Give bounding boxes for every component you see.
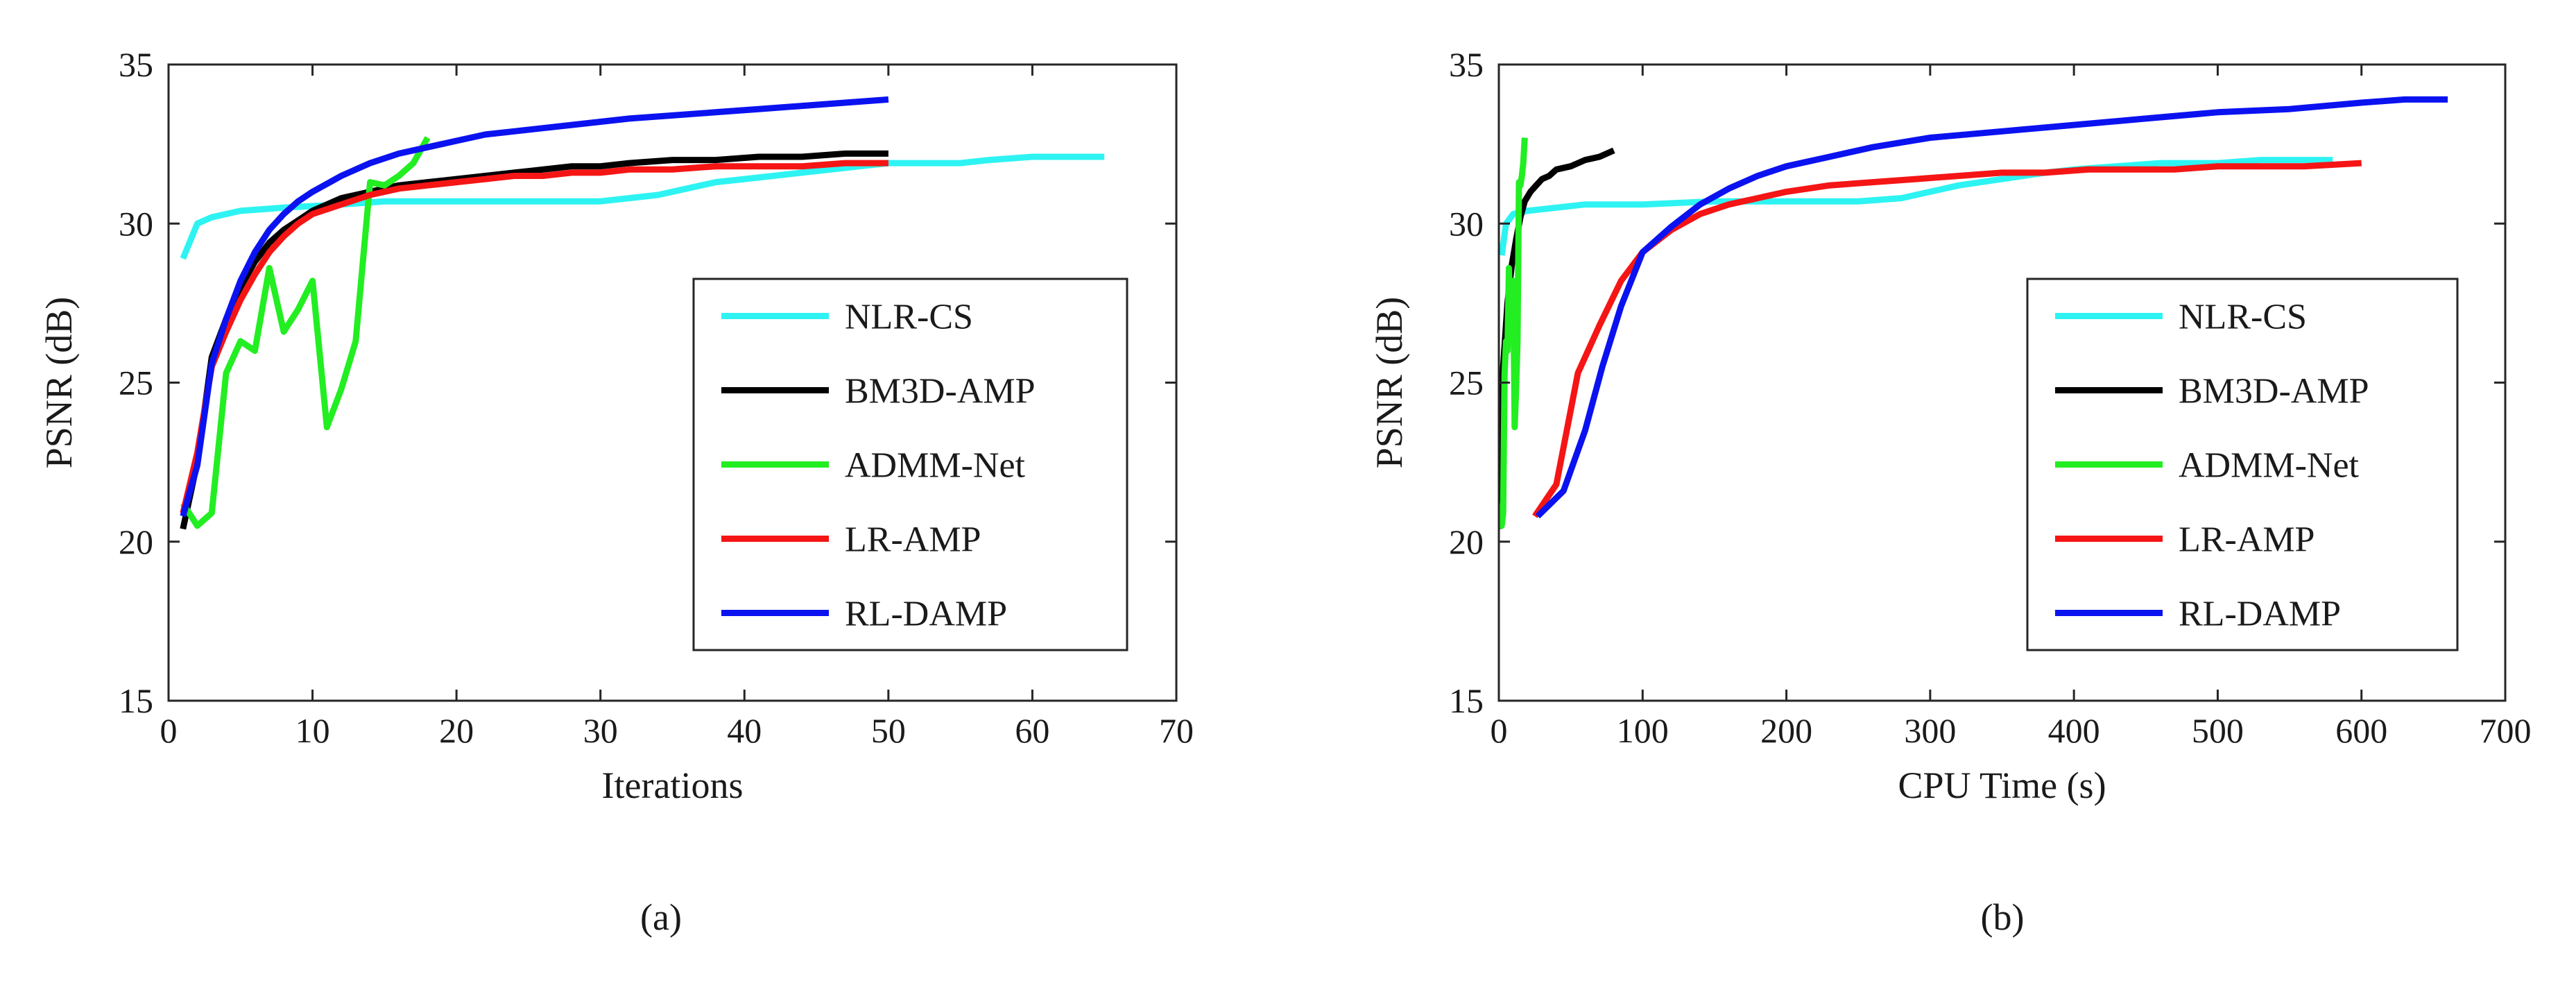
chart-a-legend-label-rl-damp: RL-DAMP	[845, 595, 1007, 634]
chart-a-legend-label-admm-net: ADMM-Net	[845, 446, 1026, 486]
chart-b-x-tick-label: 300	[1904, 711, 1956, 750]
chart-b-y-tick-label: 35	[1449, 45, 1484, 84]
chart-a-series-rl-damp	[180, 96, 889, 518]
chart-b-y-tick-label: 25	[1449, 364, 1484, 402]
chart-b-legend-label-lr-amp: LR-AMP	[2179, 520, 2315, 560]
chart-b-caption: (b)	[1981, 896, 2025, 938]
chart-b-y-tick-label: 30	[1449, 204, 1484, 243]
chart-b-x-tick-label: 200	[1760, 711, 1812, 750]
chart-a-y-tick-label: 35	[119, 45, 153, 84]
chart-b-legend-label-admm-net: ADMM-Net	[2179, 446, 2360, 486]
chart-a-x-tick-label: 30	[583, 711, 618, 750]
chart-b-x-tick-label: 600	[2335, 711, 2387, 750]
chart-a-x-axis-label: Iterations	[602, 765, 744, 806]
chart-b-series-admm-net	[1499, 137, 1528, 529]
chart-a-y-tick-label: 20	[119, 522, 153, 561]
chart-b-series-group	[1499, 96, 2448, 529]
chart-b-x-tick-label: 500	[2192, 711, 2244, 750]
chart-b-series-rl-damp	[1535, 96, 2448, 519]
chart-b: 0 100 200 300 400 500 600 700 15 20 25 30 35 CPU Tim…	[1368, 45, 2532, 938]
chart-a-x-tick-label: 70	[1159, 711, 1194, 750]
chart-a-legend-label-nlr-cs: NLR-CS	[845, 298, 973, 337]
chart-a-x-tick-label: 60	[1015, 711, 1049, 750]
chart-a-legend-label-bm3d-amp: BM3D-AMP	[845, 372, 1036, 411]
chart-a-x-tick-label: 10	[295, 711, 330, 750]
chart-a-caption: (a)	[640, 896, 682, 938]
chart-b-legend-label-nlr-cs: NLR-CS	[2179, 298, 2307, 337]
chart-a-series-group	[180, 96, 1105, 530]
chart-a-series-lr-amp	[180, 160, 888, 514]
chart-a-ticks: 0 10 20 30 40 50 60 70 15 20 25 30 35	[119, 45, 1194, 750]
chart-a-y-tick-label: 15	[119, 681, 153, 720]
chart-b-y-tick-label: 15	[1449, 681, 1484, 720]
chart-a-x-tick-label: 0	[160, 711, 178, 750]
chart-b-legend-label-bm3d-amp: BM3D-AMP	[2179, 372, 2369, 411]
chart-b-y-axis-label: PSNR (dB)	[1368, 297, 1410, 469]
chart-a-legend: NLR-CS BM3D-AMP ADMM-Net LR-AMP RL-DAMP	[692, 278, 1128, 651]
chart-a-legend-label-lr-amp: LR-AMP	[845, 520, 981, 560]
chart-b-x-tick-label: 400	[2048, 711, 2100, 750]
chart-a-y-tick-label: 30	[119, 204, 153, 243]
chart-b-y-tick-label: 20	[1449, 522, 1484, 561]
chart-b-legend-label-rl-damp: RL-DAMP	[2179, 595, 2341, 634]
chart-a-x-tick-label: 50	[871, 711, 906, 750]
chart-b-x-tick-label: 100	[1617, 711, 1669, 750]
chart-a-series-nlr-cs	[180, 153, 1105, 260]
chart-b-series-nlr-cs	[1499, 157, 2333, 256]
chart-b-x-axis-label: CPU Time (s)	[1898, 765, 2106, 806]
chart-a-series-bm3d-amp	[180, 150, 888, 530]
chart-b-x-tick-label: 700	[2480, 711, 2532, 750]
chart-a-y-tick-label: 25	[119, 364, 153, 402]
chart-b-legend: NLR-CS BM3D-AMP ADMM-Net LR-AMP RL-DAMP	[2026, 278, 2459, 651]
chart-a-x-tick-label: 20	[439, 711, 474, 750]
chart-a-series-admm-net	[180, 136, 431, 529]
chart-b-x-tick-label: 0	[1491, 711, 1508, 750]
chart-a-y-axis-label: PSNR (dB)	[38, 297, 80, 469]
chart-a: 0 10 20 30 40 50 60 70 15 20 25 30 35 Iterations PSN…	[38, 45, 1194, 938]
chart-a-x-tick-label: 40	[727, 711, 762, 750]
chart-b-ticks: 0 100 200 300 400 500 600 700 15 20 25 30 35	[1449, 45, 2532, 750]
chart-b-series-lr-amp	[1532, 160, 2362, 518]
